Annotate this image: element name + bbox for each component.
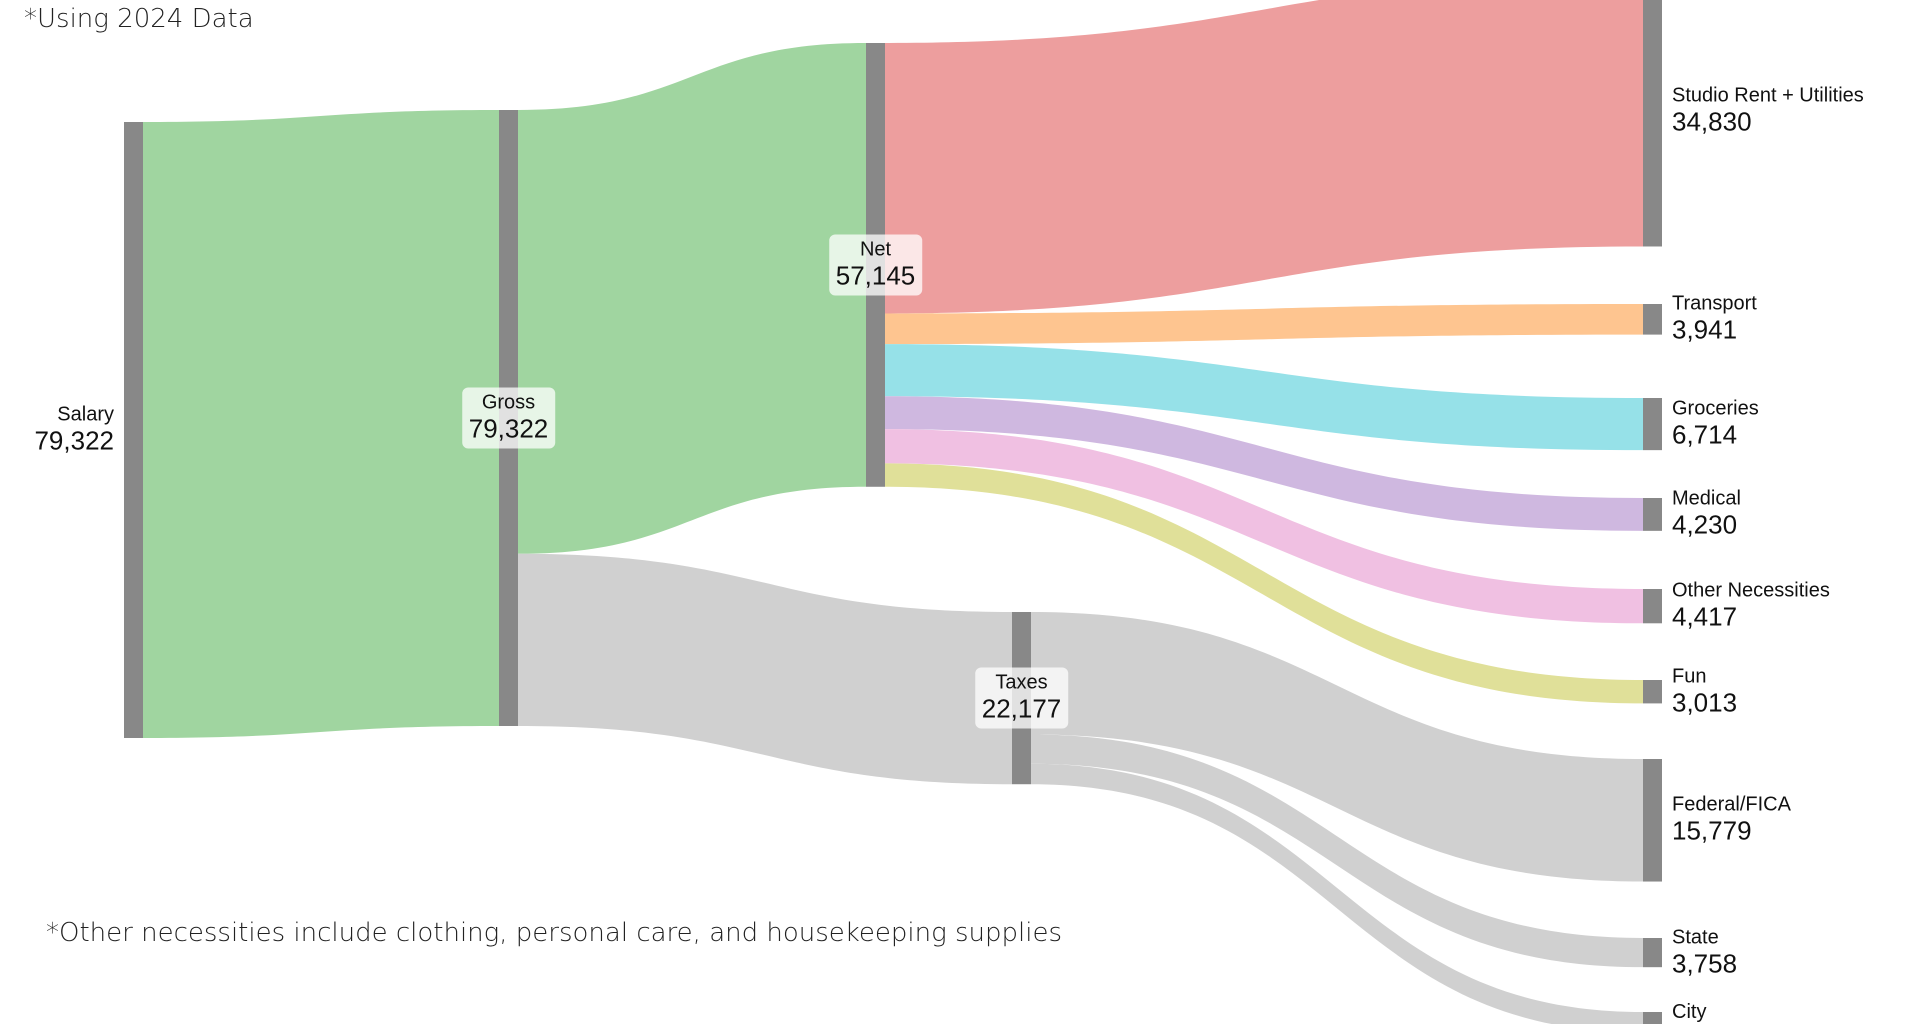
link-net-medical [885,396,1643,531]
link-net-other [885,429,1643,624]
node-medical[interactable] [1643,498,1662,531]
label-gross: Gross 79,322 [461,387,556,449]
node-name: Federal/FICA [1672,793,1791,816]
label-taxes: Taxes 22,177 [974,667,1069,729]
label-city: City [1672,1001,1706,1024]
link-net-studio [885,0,1643,314]
node-name: Groceries [1672,397,1759,420]
node-name: State [1672,926,1719,949]
node-fun[interactable] [1643,680,1662,704]
node-name: Transport [1672,292,1757,315]
node-studio[interactable] [1643,0,1662,247]
node-value: 3,758 [1672,948,1738,979]
node-value: 22,177 [981,693,1062,724]
link-net-transport [885,304,1643,345]
label-other: Other Necessities 4,417 [1672,580,1830,633]
node-value: 79,322 [468,413,549,444]
node-transport[interactable] [1643,304,1662,335]
node-name: Salary [57,403,114,426]
label-studio: Studio Rent + Utilities 34,830 [1672,85,1864,138]
node-name: Fun [1672,665,1707,688]
node-salary[interactable] [124,122,143,738]
node-other[interactable] [1643,589,1662,624]
node-state[interactable] [1643,938,1662,968]
node-value: 3,941 [1672,314,1738,345]
node-name: Net [859,238,892,261]
link-taxes-city [1031,763,1643,1024]
label-medical: Medical 4,230 [1672,488,1741,541]
node-city[interactable] [1643,1012,1662,1024]
node-value: 3,013 [1672,687,1738,718]
node-value: 4,230 [1672,509,1738,540]
label-federal: Federal/FICA 15,779 [1672,794,1791,847]
link-taxes-state [1031,734,1643,968]
node-name: Gross [481,391,536,414]
node-value: 15,779 [1672,815,1752,846]
label-groceries: Groceries 6,714 [1672,398,1759,451]
link-net-groceries [885,344,1643,451]
link-net-fun [885,463,1643,704]
node-value: 57,145 [835,260,916,291]
label-fun: Fun 3,013 [1672,665,1737,718]
node-name: Studio Rent + Utilities [1672,84,1864,107]
link-taxes-federal [1031,612,1643,882]
link-gross-taxes [518,553,1012,785]
label-salary: Salary 79,322 [34,404,114,457]
link-salary-gross [143,110,499,738]
link-gross-net [518,43,866,554]
label-transport: Transport 3,941 [1672,293,1757,346]
node-name: Other Necessities [1672,579,1830,602]
node-value: 6,714 [1672,419,1738,450]
node-groceries[interactable] [1643,398,1662,451]
label-state: State 3,758 [1672,926,1737,979]
node-value: 4,417 [1672,601,1738,632]
node-name: Taxes [995,671,1048,694]
data-year-note: *Using 2024 Data [24,4,254,34]
node-name: Medical [1672,487,1741,510]
other-necessities-footnote: *Other necessities include clothing, per… [46,918,1063,948]
node-federal[interactable] [1643,759,1662,882]
node-value: 34,830 [1672,106,1752,137]
label-net: Net 57,145 [828,234,923,296]
node-value: 79,322 [34,425,114,456]
node-name: City [1672,1001,1707,1023]
